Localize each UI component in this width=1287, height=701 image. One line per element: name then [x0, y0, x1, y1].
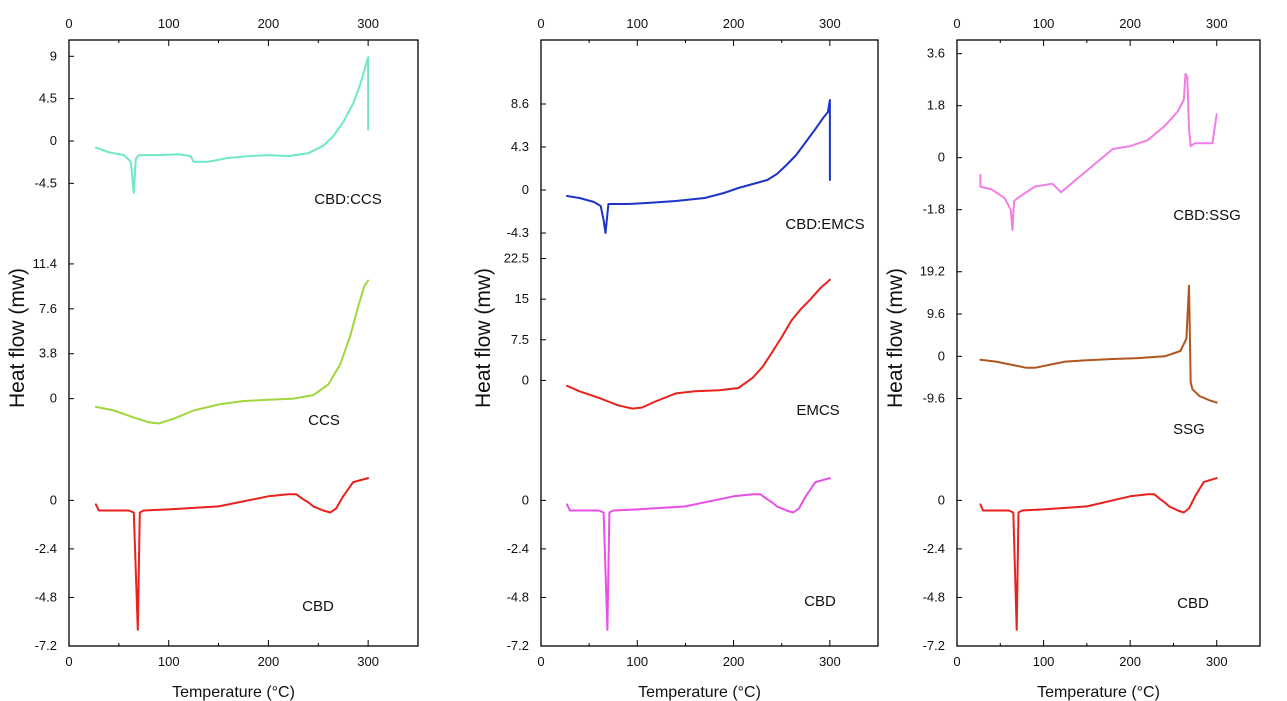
x-tick-label-bottom: 300	[1206, 654, 1228, 669]
x-tick-label-top: 300	[357, 16, 379, 31]
x-tick-label-top: 300	[1206, 16, 1228, 31]
y-tick-label: -9.6	[923, 391, 945, 406]
x-tick-label-bottom: 300	[357, 654, 379, 669]
y-tick-label: 0	[938, 348, 945, 363]
y-tick-label: 4.5	[39, 91, 57, 106]
y-tick-label: 0	[522, 182, 529, 197]
series-line-ccs	[94, 279, 370, 425]
x-tick-label-bottom: 300	[819, 654, 841, 669]
series-line-cbd-ccs	[94, 56, 370, 194]
panel-right: 0 0 100 100 200 200 300 300 Temperature (°C) Heat…	[884, 16, 1261, 701]
series-line-cbd	[979, 477, 1218, 631]
y-tick-label: 8.6	[511, 96, 529, 111]
y-tick-label: 0	[522, 372, 529, 387]
x-tick-label-bottom: 200	[723, 654, 745, 669]
y-tick-label: 19.2	[920, 264, 945, 279]
y-tick-label: -7.2	[35, 638, 57, 653]
series-label: SSG	[1173, 421, 1205, 438]
y-tick-label: 0	[938, 492, 945, 507]
y-tick-label: 9.6	[927, 306, 945, 321]
panel-middle: 0 0 100 100 200 200 300 300 Temperature (°C) Heat…	[472, 16, 879, 701]
y-tick-label: -7.2	[507, 638, 529, 653]
y-tick-label: -7.2	[923, 638, 945, 653]
y-tick-label: 3.6	[927, 46, 945, 61]
y-tick-label: 0	[50, 492, 57, 507]
y-tick-label: -1.8	[923, 202, 945, 217]
axes-frame	[956, 39, 1261, 647]
x-tick-label-bottom: 100	[1033, 654, 1055, 669]
y-tick-label: 9	[50, 48, 57, 63]
series-label: CBD	[302, 598, 334, 615]
x-axis-title: Temperature (°C)	[1037, 684, 1160, 701]
x-tick-label-top: 0	[953, 16, 960, 31]
x-tick-label-top: 100	[626, 16, 648, 31]
y-tick-label: 7.6	[39, 301, 57, 316]
x-tick-label-top: 200	[258, 16, 280, 31]
series-label: CBD:SSG	[1173, 207, 1241, 224]
panel-left: 0 0 100 100 200 200 300 300 Temperature (°C) Heat…	[6, 16, 419, 701]
series-line-cbd	[94, 477, 370, 631]
y-axis-title: Heat flow (mw)	[6, 268, 29, 408]
x-tick-label-top: 200	[723, 16, 745, 31]
x-tick-label-top: 0	[537, 16, 544, 31]
x-tick-label-bottom: 0	[953, 654, 960, 669]
series-line-cbd-ssg	[979, 72, 1218, 231]
y-tick-label: 0	[50, 133, 57, 148]
y-axis-title: Heat flow (mw)	[884, 268, 907, 408]
x-tick-label-bottom: 100	[158, 654, 180, 669]
y-tick-label: 7.5	[511, 332, 529, 347]
y-tick-label: 11.4	[33, 256, 57, 271]
x-axis-title: Temperature (°C)	[638, 684, 761, 701]
y-tick-label: 0	[522, 492, 529, 507]
y-tick-label: -4.8	[923, 589, 945, 604]
x-tick-label-top: 100	[158, 16, 180, 31]
y-tick-label: -4.8	[507, 589, 529, 604]
x-tick-label-top: 100	[1033, 16, 1055, 31]
series-line-cbd-emcs	[566, 99, 831, 234]
y-tick-label: -4.3	[507, 225, 529, 240]
y-tick-label: 1.8	[927, 98, 945, 113]
y-tick-label: 15	[515, 291, 529, 306]
x-tick-label-bottom: 200	[258, 654, 280, 669]
x-axis-title: Temperature (°C)	[172, 684, 295, 701]
x-tick-label-bottom: 0	[65, 654, 72, 669]
series-line-emcs	[566, 278, 831, 410]
series-label: CCS	[308, 412, 340, 429]
series-label: EMCS	[796, 402, 839, 419]
y-tick-label: 0	[50, 391, 57, 406]
y-axis-title: Heat flow (mw)	[472, 268, 495, 408]
y-tick-label: -2.4	[507, 541, 529, 556]
axes-frame	[68, 39, 419, 647]
y-tick-label: 4.3	[511, 139, 529, 154]
series-line-ssg	[979, 284, 1218, 404]
series-label: CBD:CCS	[314, 191, 382, 208]
y-tick-label: -2.4	[35, 541, 57, 556]
x-tick-label-top: 0	[65, 16, 72, 31]
series-label: CBD	[804, 593, 836, 610]
series-line-cbd	[566, 477, 831, 631]
x-tick-label-top: 200	[1119, 16, 1141, 31]
y-tick-label: -4.5	[35, 175, 57, 190]
x-tick-label-bottom: 0	[537, 654, 544, 669]
x-tick-label-bottom: 100	[626, 654, 648, 669]
y-tick-label: -4.8	[35, 589, 57, 604]
y-tick-label: 3.8	[39, 346, 57, 361]
series-label: CBD:EMCS	[785, 216, 864, 233]
y-tick-label: 0	[938, 150, 945, 165]
series-label: CBD	[1177, 595, 1209, 612]
axes-frame	[540, 39, 879, 647]
y-tick-label: 22.5	[504, 251, 529, 266]
x-tick-label-top: 300	[819, 16, 841, 31]
y-tick-label: -2.4	[923, 541, 945, 556]
x-tick-label-bottom: 200	[1119, 654, 1141, 669]
